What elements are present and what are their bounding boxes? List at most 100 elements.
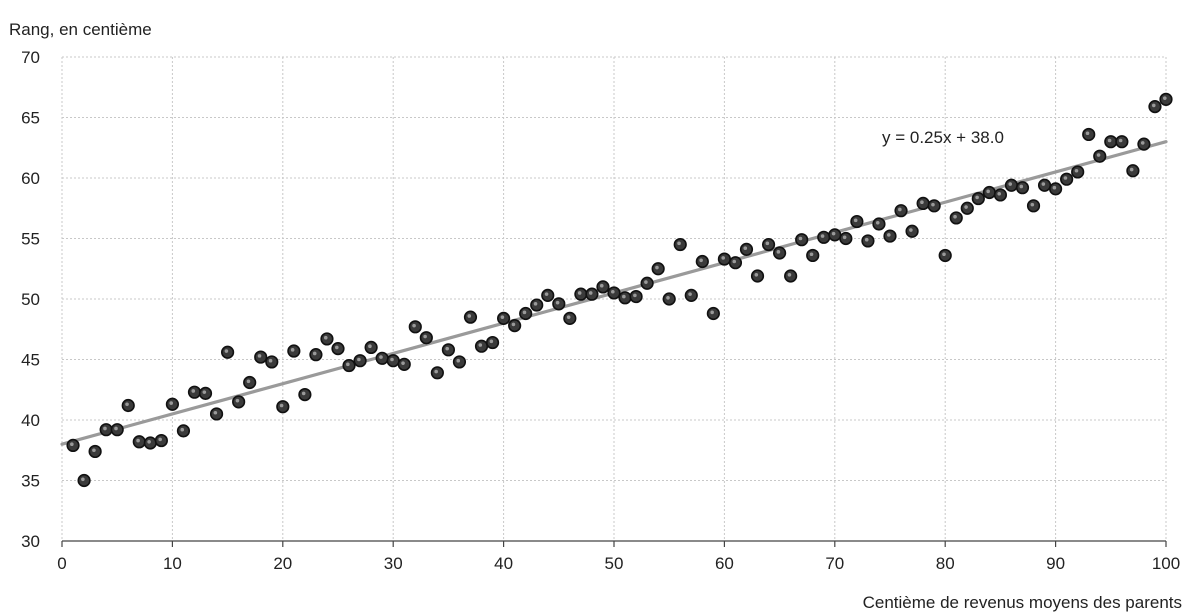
data-point-highlight bbox=[1118, 138, 1123, 143]
data-point-highlight bbox=[301, 391, 306, 396]
data-point-highlight bbox=[456, 358, 461, 363]
x-tick-label: 10 bbox=[163, 554, 182, 573]
data-point-highlight bbox=[257, 354, 262, 358]
x-tick-label: 50 bbox=[605, 554, 624, 573]
data-point-highlight bbox=[202, 390, 207, 394]
data-point-highlight bbox=[533, 302, 538, 306]
data-point-highlight bbox=[611, 289, 615, 294]
x-tick-labels: 0 10 20 30 40 50 60 70 80 90 100 bbox=[57, 554, 1180, 573]
trendline-equation-label: y = 0.25x + 38.0 bbox=[882, 128, 1004, 147]
data-point-highlight bbox=[776, 250, 781, 254]
data-point-highlight bbox=[997, 191, 1001, 196]
data-point-highlight bbox=[70, 442, 74, 447]
data-point-highlight bbox=[1140, 141, 1145, 145]
data-point-highlight bbox=[655, 265, 659, 270]
data-point-highlight bbox=[809, 252, 814, 257]
x-tick-label: 0 bbox=[57, 554, 66, 573]
data-point-highlight bbox=[1096, 153, 1101, 157]
data-point-highlight bbox=[1085, 131, 1090, 136]
data-point-highlight bbox=[213, 410, 218, 415]
data-point-highlight bbox=[864, 237, 869, 242]
data-point-highlight bbox=[445, 346, 450, 351]
x-tick-label: 60 bbox=[715, 554, 734, 573]
data-point-highlight bbox=[1030, 202, 1035, 207]
x-axis-title: Centième de revenus moyens des parents bbox=[863, 593, 1182, 612]
data-point-highlight bbox=[125, 402, 129, 407]
data-point-highlight bbox=[224, 349, 229, 353]
data-point-highlight bbox=[1074, 168, 1079, 173]
y-tick-label: 30 bbox=[21, 532, 40, 551]
data-point-highlight bbox=[191, 389, 196, 393]
data-point-highlight bbox=[312, 351, 317, 356]
data-point-highlight bbox=[710, 310, 714, 315]
data-point-highlight bbox=[688, 292, 692, 296]
axes bbox=[61, 540, 1167, 547]
data-point-highlight bbox=[964, 205, 968, 209]
y-tick-label: 60 bbox=[21, 169, 40, 188]
data-point-highlight bbox=[235, 398, 240, 403]
y-tick-label: 55 bbox=[21, 230, 40, 249]
y-tick-label: 35 bbox=[21, 472, 40, 491]
data-point-highlight bbox=[478, 343, 483, 347]
data-point-highlight bbox=[986, 189, 990, 194]
data-point-highlight bbox=[158, 437, 162, 442]
data-point-highlight bbox=[942, 252, 946, 257]
data-point-highlight bbox=[290, 348, 295, 352]
data-point-highlight bbox=[599, 283, 604, 288]
data-point-highlight bbox=[566, 315, 571, 319]
data-point-highlight bbox=[81, 477, 85, 482]
data-point-highlight bbox=[522, 310, 527, 315]
y-tick-label: 40 bbox=[21, 411, 40, 430]
data-point-highlight bbox=[555, 300, 560, 305]
data-point-highlight bbox=[699, 258, 703, 263]
data-point-highlight bbox=[743, 246, 748, 250]
y-tick-labels: 30 35 40 45 50 55 60 65 70 bbox=[21, 48, 40, 551]
data-point-highlight bbox=[147, 439, 151, 444]
data-point-highlight bbox=[1041, 182, 1046, 186]
data-point-highlight bbox=[1107, 138, 1112, 143]
x-tick-label: 80 bbox=[936, 554, 955, 573]
x-tick-label: 90 bbox=[1046, 554, 1065, 573]
y-axis-title: Rang, en centième bbox=[9, 20, 152, 39]
data-point-highlight bbox=[169, 401, 173, 405]
data-point-highlight bbox=[853, 218, 858, 223]
data-point-highlight bbox=[1019, 184, 1024, 189]
data-point-highlight bbox=[268, 358, 273, 363]
data-point-highlight bbox=[423, 334, 427, 339]
data-point-highlight bbox=[732, 259, 737, 264]
data-point-highlight bbox=[666, 296, 670, 300]
x-tick-label: 40 bbox=[494, 554, 513, 573]
x-tick-label: 20 bbox=[273, 554, 292, 573]
data-point-highlight bbox=[842, 235, 847, 240]
data-point-highlight bbox=[500, 315, 505, 319]
data-point-highlight bbox=[136, 438, 140, 443]
data-point-highlight bbox=[721, 256, 725, 260]
data-point-highlight bbox=[368, 344, 372, 349]
data-point-highlight bbox=[489, 339, 494, 344]
data-point-highlight bbox=[831, 231, 836, 236]
data-point-highlight bbox=[434, 369, 438, 374]
data-point-highlight bbox=[246, 379, 251, 384]
data-point-highlight bbox=[180, 427, 185, 432]
x-tick-label: 70 bbox=[825, 554, 844, 573]
data-point-highlight bbox=[335, 345, 339, 350]
data-point-highlight bbox=[401, 361, 405, 365]
data-point-highlight bbox=[1063, 176, 1068, 180]
y-tick-label: 50 bbox=[21, 290, 40, 309]
data-point-highlight bbox=[346, 362, 350, 367]
data-point-highlight bbox=[898, 207, 902, 212]
data-point-highlight bbox=[467, 314, 472, 318]
data-point-highlight bbox=[92, 448, 96, 453]
data-point-highlight bbox=[114, 426, 118, 431]
data-point-highlight bbox=[1163, 96, 1167, 100]
data-points bbox=[66, 92, 1173, 488]
data-point-highlight bbox=[644, 280, 648, 284]
data-point-highlight bbox=[633, 293, 637, 298]
data-point-highlight bbox=[765, 241, 770, 246]
data-point-highlight bbox=[920, 200, 924, 205]
data-point-highlight bbox=[412, 323, 416, 328]
data-point-highlight bbox=[909, 228, 913, 232]
data-point-highlight bbox=[544, 292, 549, 296]
data-point-highlight bbox=[511, 322, 516, 327]
y-tick-label: 45 bbox=[21, 351, 40, 370]
